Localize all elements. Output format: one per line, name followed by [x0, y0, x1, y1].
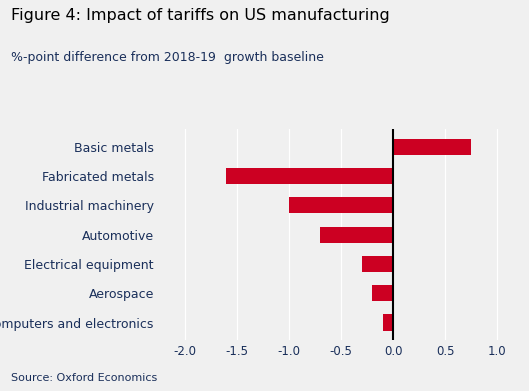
Bar: [226, 168, 393, 184]
Bar: [320, 226, 393, 243]
Bar: [289, 197, 393, 213]
Text: %-point difference from 2018-19  growth baseline: %-point difference from 2018-19 growth b…: [11, 51, 323, 64]
Bar: [383, 314, 393, 330]
Bar: [372, 285, 393, 301]
Text: Figure 4: Impact of tariffs on US manufacturing: Figure 4: Impact of tariffs on US manufa…: [11, 8, 389, 23]
Bar: [393, 139, 471, 155]
Text: Source: Oxford Economics: Source: Oxford Economics: [11, 373, 157, 383]
Bar: [362, 256, 393, 272]
